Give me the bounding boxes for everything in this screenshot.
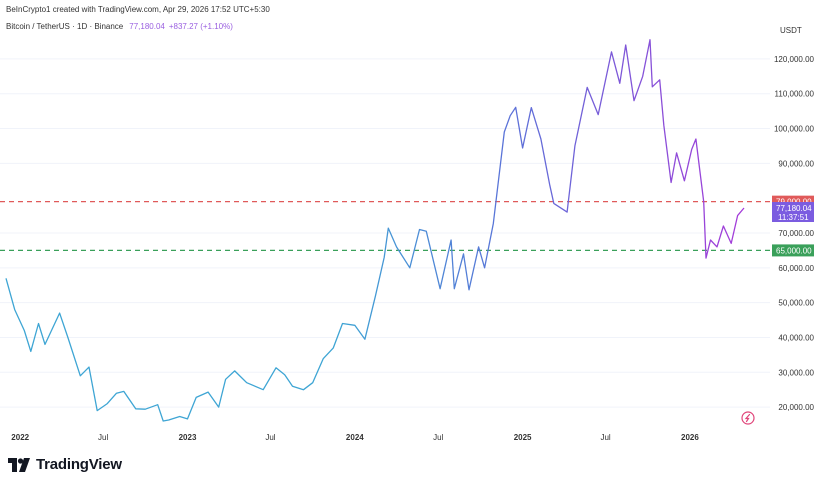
x-tick-label: 2024 (346, 433, 364, 442)
y-tick-label: 120,000.00 (774, 55, 815, 64)
y-tick-label: 20,000.00 (778, 403, 814, 412)
tradingview-logo-icon (8, 457, 30, 472)
y-tick-label: 40,000.00 (778, 333, 814, 342)
y-tick-label: 50,000.00 (778, 299, 814, 308)
countdown-label: 11:37:51 (778, 213, 809, 222)
y-tick-label: 30,000.00 (778, 368, 814, 377)
brand-name: TradingView (36, 456, 122, 473)
price-change: +837.27 (+1.10%) (168, 22, 233, 31)
tradingview-brand: TradingView (8, 456, 122, 473)
level-label-1: 65,000.00 (776, 246, 812, 255)
x-tick-label: Jul (265, 433, 275, 442)
horizontal-levels (0, 201, 770, 252)
y-tick-label: 90,000.00 (778, 159, 814, 168)
currency-label: USDT (780, 26, 802, 35)
y-tick-label: 70,000.00 (778, 229, 814, 238)
flash-icon[interactable] (741, 411, 755, 425)
x-tick-label: Jul (98, 433, 108, 442)
last-price-label: 77,180.04 (776, 204, 812, 213)
x-axis: 2022 Jul 2023 Jul 2024 Jul 2025 Jul 2026 (11, 433, 699, 442)
x-tick-label: 2023 (179, 433, 197, 442)
x-tick-label: 2022 (11, 433, 29, 442)
x-tick-label: Jul (433, 433, 443, 442)
y-tick-label: 60,000.00 (778, 264, 814, 273)
created-by-caption: BeInCrypto1 created with TradingView.com… (6, 5, 270, 14)
y-tick-label: 100,000.00 (774, 125, 815, 134)
x-tick-label: 2026 (681, 433, 699, 442)
price-line (5, 39, 745, 422)
last-price: 77,180.04 (129, 22, 165, 31)
symbol-legend: Bitcoin / TetherUS · 1D · Binance 77,180.… (6, 22, 233, 31)
symbol-name: Bitcoin / TetherUS · 1D · Binance (6, 22, 124, 31)
y-axis: 120,000.00 110,000.00 100,000.00 90,000.00 7… (774, 26, 815, 412)
x-tick-label: 2025 (514, 433, 532, 442)
x-tick-label: Jul (600, 433, 610, 442)
grid (0, 58, 770, 408)
y-tick-label: 110,000.00 (775, 90, 815, 99)
last-price-label-bg (772, 201, 814, 222)
level-label-bg-1 (772, 244, 814, 257)
